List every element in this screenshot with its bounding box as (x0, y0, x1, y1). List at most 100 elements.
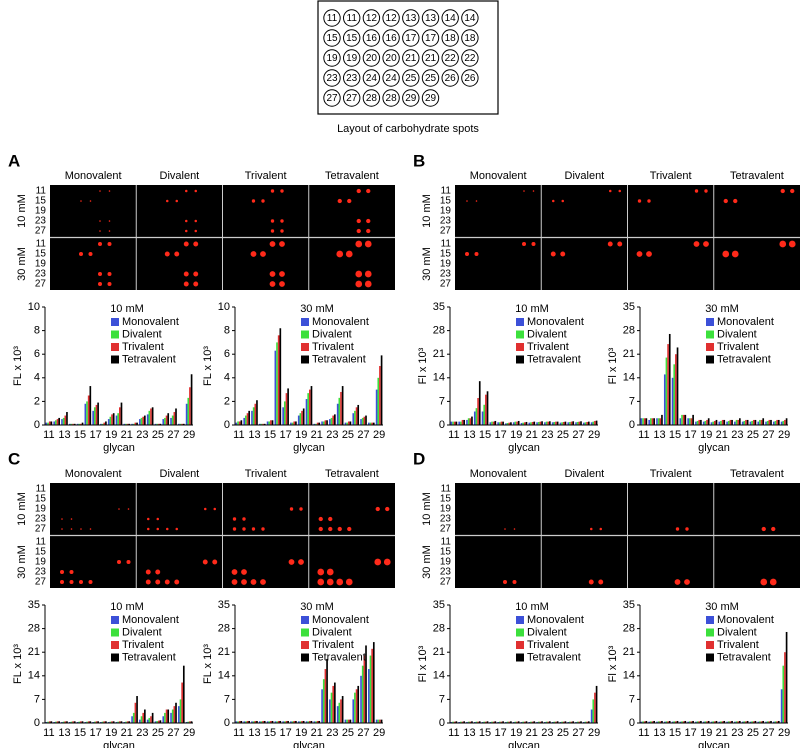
bar (668, 720, 671, 723)
array-spot (79, 252, 83, 256)
bar (700, 720, 702, 723)
bar (377, 719, 380, 723)
y-tick-label: 7 (439, 693, 445, 705)
array-spot (156, 527, 159, 531)
bar (301, 720, 303, 723)
bar (132, 423, 135, 425)
bar (66, 721, 68, 723)
bar (260, 721, 263, 723)
bar (765, 721, 767, 723)
bar (453, 421, 456, 425)
bar (157, 423, 160, 425)
bar (460, 721, 462, 723)
layout-spot (323, 49, 341, 67)
bar (282, 721, 284, 723)
bar (497, 422, 499, 425)
bar (53, 721, 56, 723)
x-tick-label: 15 (669, 727, 681, 739)
bar (675, 721, 677, 723)
bar (583, 422, 585, 425)
bar (458, 421, 461, 425)
row-label: 27 (440, 577, 452, 588)
bar (142, 416, 145, 425)
bar (190, 721, 193, 723)
legend-swatch (516, 616, 524, 624)
bar (643, 418, 646, 425)
array-spot (637, 199, 642, 203)
bar (567, 422, 570, 425)
bar (252, 407, 255, 425)
layout-number: 23 (346, 73, 358, 84)
x-tick-label: 29 (588, 429, 600, 441)
bar (189, 387, 191, 425)
bar (587, 421, 590, 425)
x-tick-label: 23 (541, 727, 553, 739)
bar (132, 712, 135, 723)
bar (260, 423, 263, 425)
bar (240, 420, 243, 425)
layout-spot (402, 69, 420, 87)
legend-swatch (301, 641, 309, 649)
y-axis-label: FL x 10³ (202, 346, 214, 386)
legend-label: Divalent (527, 626, 567, 638)
bar (84, 403, 87, 425)
bar (567, 721, 570, 723)
bar (368, 422, 370, 425)
bar (696, 420, 699, 425)
bar (575, 721, 577, 723)
bar (302, 720, 305, 723)
array-spot (513, 528, 516, 530)
bar (254, 720, 257, 723)
bar (109, 416, 112, 425)
y-tick-label: 35 (623, 301, 635, 313)
legend-label: Monovalent (312, 316, 369, 328)
x-tick-label: 17 (495, 429, 507, 441)
bar (508, 422, 511, 425)
bar (453, 721, 456, 723)
legend-label: Tetravalent (527, 353, 581, 365)
bar (322, 679, 325, 723)
bar (784, 652, 786, 723)
bar (463, 721, 465, 723)
row-label: 15 (35, 494, 47, 505)
array-spot (336, 250, 344, 258)
bar (531, 721, 534, 723)
array-spot (288, 559, 295, 565)
bar (175, 408, 177, 425)
bar (692, 720, 694, 723)
bar (458, 721, 461, 723)
bar (53, 421, 56, 425)
bar (590, 422, 593, 425)
bar (92, 410, 94, 425)
array-spot (375, 506, 380, 512)
bar (290, 422, 292, 425)
array-spot (337, 198, 342, 204)
bar (505, 721, 507, 723)
bar (48, 421, 51, 425)
layout-number: 11 (327, 13, 338, 24)
y-axis-label: Fl x 10³ (607, 645, 619, 682)
bar (270, 420, 272, 425)
layout-number: 14 (464, 13, 476, 24)
bar (731, 720, 733, 723)
bar (520, 721, 523, 723)
bar (695, 421, 697, 425)
array-spot (675, 527, 680, 531)
bar (101, 721, 104, 723)
chart-title: 30 mM (705, 303, 739, 315)
x-axis-label: glycan (698, 740, 730, 748)
bar (576, 421, 579, 425)
array-spot (98, 272, 102, 276)
bar (525, 421, 528, 425)
array-spot (175, 199, 178, 203)
layout-spot (421, 89, 440, 107)
x-axis-label: glycan (103, 442, 135, 454)
legend-label: Monovalent (527, 316, 584, 328)
array-spot (552, 199, 555, 203)
bar (313, 423, 316, 425)
bar (171, 415, 174, 425)
legend-swatch (706, 641, 714, 649)
legend-swatch (111, 641, 119, 649)
legend-label: Trivalent (122, 341, 164, 353)
